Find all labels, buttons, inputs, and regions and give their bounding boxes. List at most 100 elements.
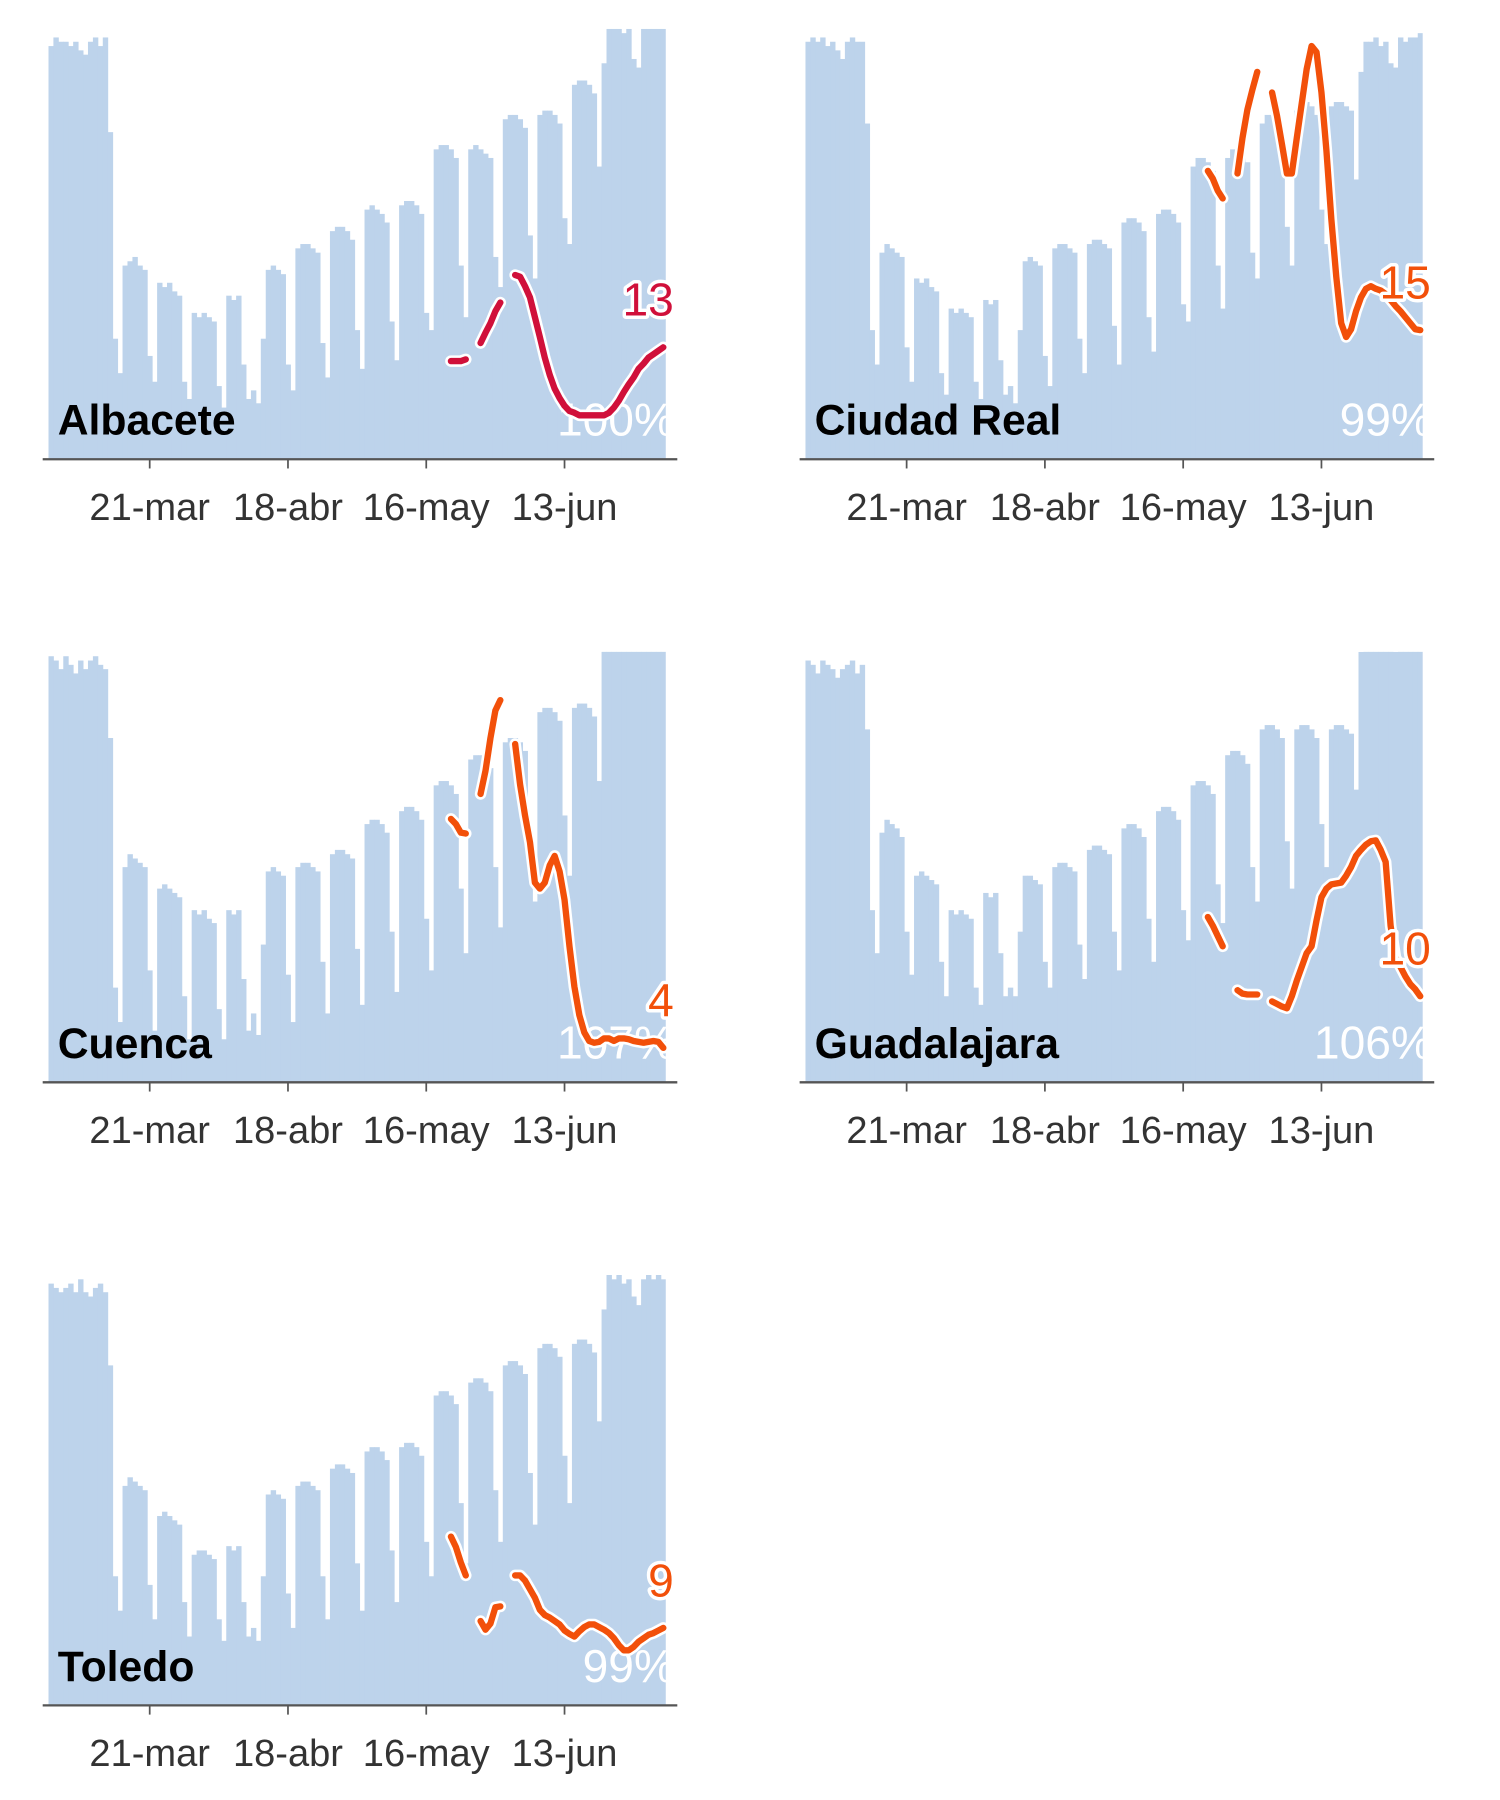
bar	[137, 1485, 143, 1706]
bar	[963, 914, 969, 1083]
bar	[601, 63, 607, 460]
bar	[206, 317, 212, 460]
bar	[611, 651, 617, 1083]
bar	[527, 235, 533, 460]
bar	[359, 1004, 365, 1083]
bar	[542, 707, 548, 1083]
bar	[260, 1576, 267, 1706]
bar	[1239, 153, 1246, 460]
bar	[305, 244, 311, 460]
bar	[270, 867, 277, 1083]
bar	[988, 304, 994, 460]
bar	[399, 1447, 405, 1706]
bar	[537, 114, 543, 460]
bar	[844, 664, 851, 1083]
bar	[458, 1503, 464, 1706]
bar	[1363, 41, 1369, 460]
bar	[364, 1451, 370, 1706]
bar	[918, 871, 925, 1083]
bar	[1230, 149, 1236, 460]
bar	[1131, 218, 1137, 460]
bar	[1195, 157, 1201, 460]
bar	[1072, 252, 1078, 460]
bar	[246, 1030, 252, 1083]
bar	[186, 398, 193, 460]
x-tick-label: 13-jun	[512, 1733, 618, 1775]
bar	[315, 252, 321, 460]
bar	[443, 781, 449, 1083]
bar	[606, 28, 612, 460]
bar	[1160, 209, 1167, 460]
bar	[576, 80, 583, 460]
bar	[379, 824, 385, 1083]
bar	[1274, 119, 1280, 460]
bar	[157, 282, 163, 460]
bar	[349, 858, 356, 1083]
bar	[993, 892, 999, 1083]
bar	[344, 1468, 351, 1706]
bar	[1126, 218, 1132, 460]
bar	[1284, 226, 1290, 460]
bar	[909, 381, 915, 460]
bar	[805, 41, 811, 460]
bar	[854, 673, 861, 1083]
bar	[231, 1550, 237, 1706]
bar	[502, 1365, 509, 1706]
bar	[196, 317, 203, 460]
bar	[1121, 828, 1127, 1083]
x-tick-label: 16-may	[1120, 1110, 1247, 1152]
bar	[473, 145, 479, 460]
bar	[1309, 729, 1315, 1083]
bar	[646, 1275, 652, 1706]
bar	[1269, 725, 1275, 1083]
bar	[132, 1481, 138, 1706]
bar	[1141, 836, 1147, 1083]
bar	[997, 953, 1004, 1083]
bar	[1141, 231, 1147, 460]
bar	[305, 862, 311, 1083]
bar	[1175, 222, 1182, 460]
bar	[928, 880, 935, 1083]
bar	[1244, 162, 1251, 460]
bar	[497, 1541, 504, 1706]
bar	[1393, 67, 1399, 460]
panel: Cuenca 107%421-mar 18-abr 16-may 13-jun	[42, 651, 678, 1152]
bar	[1106, 248, 1113, 460]
x-tick-label: 13-jun	[1269, 487, 1375, 529]
bar	[1393, 651, 1399, 1083]
bar	[171, 1520, 178, 1706]
bar	[596, 1421, 603, 1706]
bar	[512, 738, 519, 1083]
bar	[1304, 725, 1310, 1083]
x-tick-label: 16-may	[363, 1110, 490, 1152]
bar	[1165, 209, 1172, 460]
bar	[478, 755, 484, 1083]
bar	[1121, 222, 1127, 460]
bar	[655, 1275, 662, 1706]
bar	[547, 1343, 553, 1706]
bar	[596, 166, 603, 460]
bar	[448, 149, 454, 460]
bar	[196, 914, 203, 1083]
bar	[968, 918, 974, 1083]
bar	[428, 1576, 435, 1706]
bar	[660, 28, 666, 460]
x-tick-label: 13-jun	[512, 487, 618, 529]
x-tick-label: 18-abr	[990, 487, 1100, 529]
bar	[1037, 884, 1043, 1083]
bar	[586, 707, 593, 1083]
bar	[201, 1550, 207, 1706]
bar	[408, 806, 415, 1083]
bar	[562, 218, 568, 460]
bar	[1373, 651, 1379, 1083]
bar	[107, 132, 114, 460]
bar	[1388, 63, 1394, 460]
bar	[552, 712, 558, 1083]
bar	[394, 991, 400, 1083]
bar	[1081, 979, 1088, 1083]
bar	[899, 256, 905, 460]
bar	[310, 867, 316, 1083]
bar	[428, 330, 435, 460]
bar	[1042, 355, 1048, 460]
bar	[260, 338, 267, 460]
